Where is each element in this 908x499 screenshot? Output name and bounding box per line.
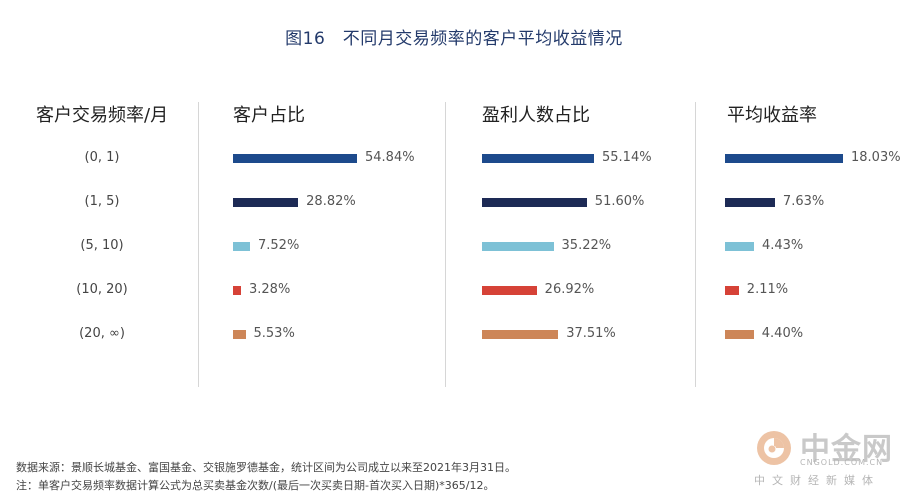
bar-series2-row-10-20	[725, 286, 739, 295]
data-label-series2-row-20-inf: 4.40%	[761, 326, 804, 341]
series-header-avg-return: 平均收益率	[727, 105, 817, 126]
data-label-series0-row-10-20: 3.28%	[249, 282, 291, 297]
data-label-series0-row-5-10: 7.52%	[258, 238, 300, 253]
column-divider	[198, 102, 199, 387]
bar-series0-row-20-inf	[233, 330, 246, 339]
data-label-series1-row-10-20: 26.92%	[544, 282, 595, 297]
bar-series1-row-5-10	[482, 242, 554, 251]
column-divider	[695, 102, 696, 387]
category-label-row-0-1: (0, 1)	[84, 150, 120, 165]
category-header: 客户交易频率/月	[36, 105, 169, 126]
series-header-profitable-share: 盈利人数占比	[482, 105, 590, 126]
bar-series2-row-1-5	[725, 198, 775, 207]
cngold-logo-icon	[757, 431, 791, 465]
bar-series2-row-0-1	[725, 154, 843, 163]
category-label-row-10-20: (10, 20)	[76, 282, 128, 297]
bar-series0-row-10-20	[233, 286, 241, 295]
data-label-series2-row-1-5: 7.63%	[782, 194, 825, 209]
category-label-row-1-5: (1, 5)	[84, 194, 120, 209]
bar-series0-row-5-10	[233, 242, 250, 251]
bar-series2-row-5-10	[725, 242, 754, 251]
bar-series2-row-20-inf	[725, 330, 754, 339]
bar-series0-row-1-5	[233, 198, 299, 207]
bar-series0-row-0-1	[233, 154, 357, 163]
data-label-series1-row-5-10: 35.22%	[561, 238, 612, 253]
category-label-row-20-inf: (20, ∞)	[79, 326, 125, 341]
watermark-tagline: 中文财经新媒体	[754, 474, 880, 487]
category-label-row-5-10: (5, 10)	[80, 238, 124, 253]
bar-series1-row-20-inf	[482, 330, 559, 339]
data-label-series1-row-0-1: 55.14%	[602, 150, 652, 165]
chart-title: 图16 不同月交易频率的客户平均收益情况	[285, 29, 623, 49]
data-label-series1-row-20-inf: 37.51%	[566, 326, 616, 341]
bar-series1-row-0-1	[482, 154, 594, 163]
data-label-series2-row-10-20: 2.11%	[746, 282, 789, 297]
watermark-name: 中金网	[800, 432, 893, 467]
column-divider	[445, 102, 446, 387]
watermark-domain: CNGOLD.COM.CN	[800, 458, 884, 467]
series-header-customer-share: 客户占比	[233, 105, 305, 126]
data-label-series2-row-5-10: 4.43%	[761, 238, 804, 253]
source-note: 数据来源：景顺长城基金、富国基金、交银施罗德基金，统计区间为公司成立以来至202…	[16, 461, 516, 474]
data-label-series2-row-0-1: 18.03%	[851, 150, 901, 165]
data-label-series0-row-0-1: 54.84%	[365, 150, 415, 165]
data-label-series0-row-20-inf: 5.53%	[253, 326, 295, 341]
data-label-series1-row-1-5: 51.60%	[594, 194, 645, 209]
formula-note: 注：单客户交易频率数据计算公式为总买卖基金次数/(最后一次买卖日期-首次买入日期…	[16, 479, 495, 492]
data-label-series0-row-1-5: 28.82%	[306, 194, 356, 209]
bar-series1-row-10-20	[482, 286, 537, 295]
bar-series1-row-1-5	[482, 198, 587, 207]
watermark: 中金网 CNGOLD.COM.CN 中文财经新媒体	[748, 420, 898, 490]
